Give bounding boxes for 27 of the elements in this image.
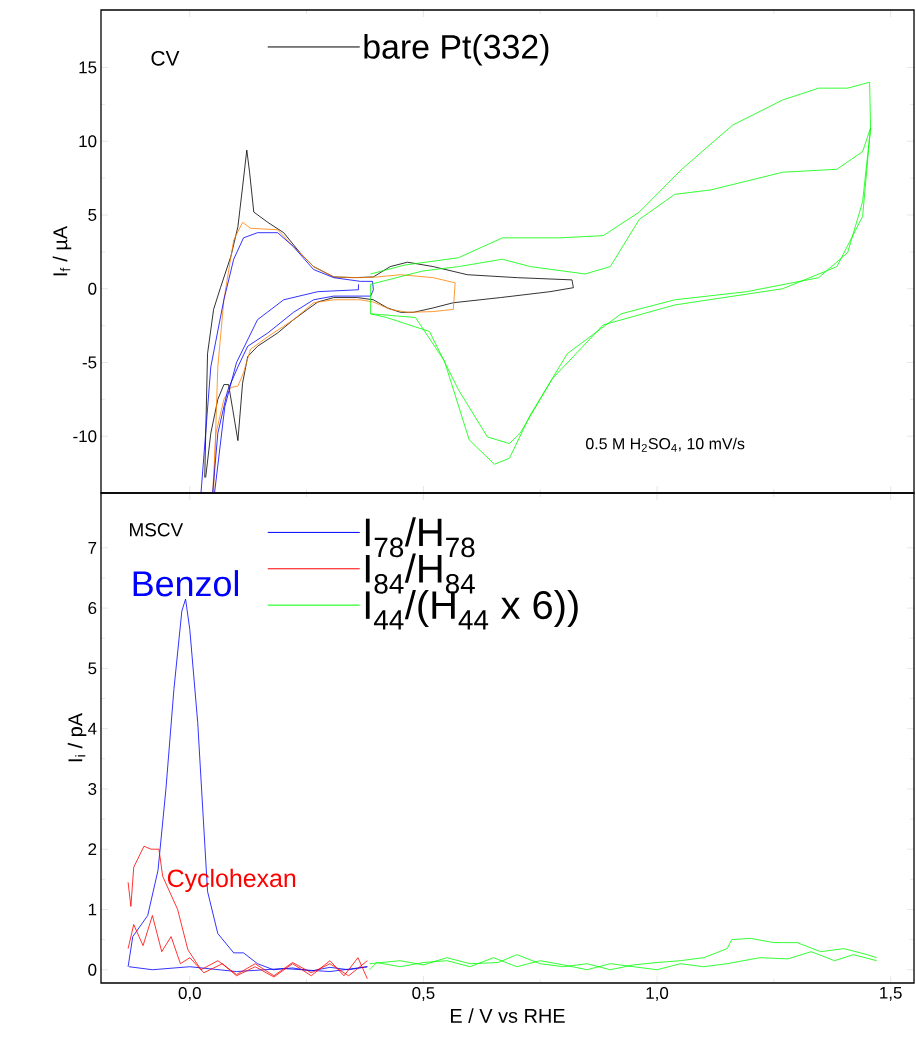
legend-label: bare Pt(332) <box>364 33 549 66</box>
annotation: Benzol <box>133 570 238 597</box>
y-tick-label: -5 <box>82 356 97 369</box>
x-tick-label: 0,5 <box>412 986 435 1001</box>
y-tick-label: 6 <box>88 602 97 615</box>
y-tick-label: 15 <box>79 61 97 74</box>
y-tick-label: 3 <box>88 782 97 795</box>
y-tick-label: 7 <box>88 542 97 554</box>
y-tick-label: 5 <box>88 662 97 675</box>
y-tick-label: 4 <box>88 722 97 735</box>
y-tick-label: 0 <box>88 282 97 295</box>
y-axis-title: I$_{f}$ / µA <box>52 225 72 276</box>
annotation: CV <box>151 50 180 66</box>
y-tick-label: 0 <box>88 963 97 976</box>
y-axis-title: I$_{i}$ / pA <box>67 713 87 762</box>
x-tick-label: 0,0 <box>178 986 201 1001</box>
y-tick-label: 1 <box>88 903 97 916</box>
y-tick-label: 5 <box>88 209 97 221</box>
annotation: MSCV <box>130 523 184 537</box>
annotation: Cyclohexan <box>167 868 296 893</box>
x-tick-label: 1,5 <box>880 986 902 1001</box>
x-tick-label: 1,0 <box>646 986 669 1001</box>
annotation: 0.5 M H$_{2}$SO$_{4}$, 10 mV/s <box>586 437 745 452</box>
x-axis-title: E / V vs RHE <box>451 1008 565 1023</box>
y-tick-label: 10 <box>79 135 97 148</box>
y-tick-label: -10 <box>73 430 97 443</box>
y-tick-label: 2 <box>88 843 97 856</box>
